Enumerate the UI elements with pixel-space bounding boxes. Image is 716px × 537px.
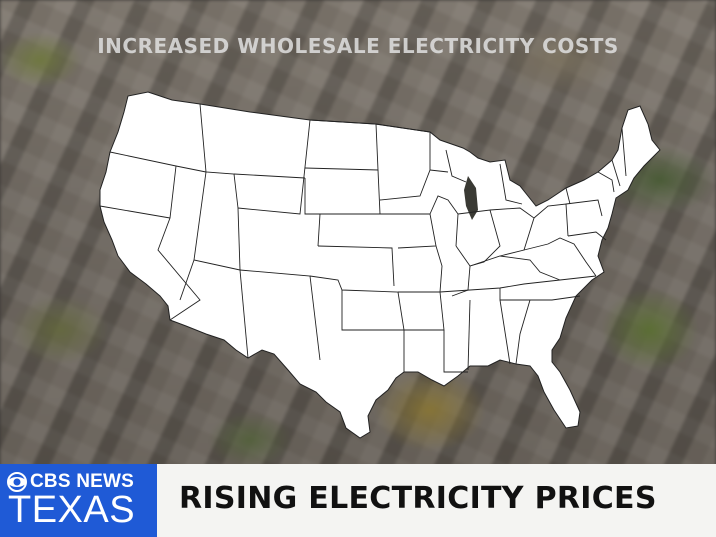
us-map-outline (99, 91, 661, 439)
cbs-eye-icon (7, 472, 27, 492)
station-brand-block: CBS NEWS TEXAS (0, 464, 157, 537)
headline-text: INCREASED WHOLESALE ELECTRICITY COSTS (97, 34, 619, 58)
lower-third-banner: CBS NEWS TEXAS RISING ELECTRICITY PRICES (0, 464, 716, 537)
station-name: TEXAS (8, 489, 136, 531)
state-borders (99, 103, 627, 373)
network-logo: CBS NEWS (7, 471, 134, 493)
banner-title: RISING ELECTRICITY PRICES (179, 481, 657, 516)
network-name: CBS NEWS (30, 471, 134, 492)
headline-banner: RISING ELECTRICITY PRICES (157, 464, 716, 537)
lake-michigan (464, 176, 478, 220)
